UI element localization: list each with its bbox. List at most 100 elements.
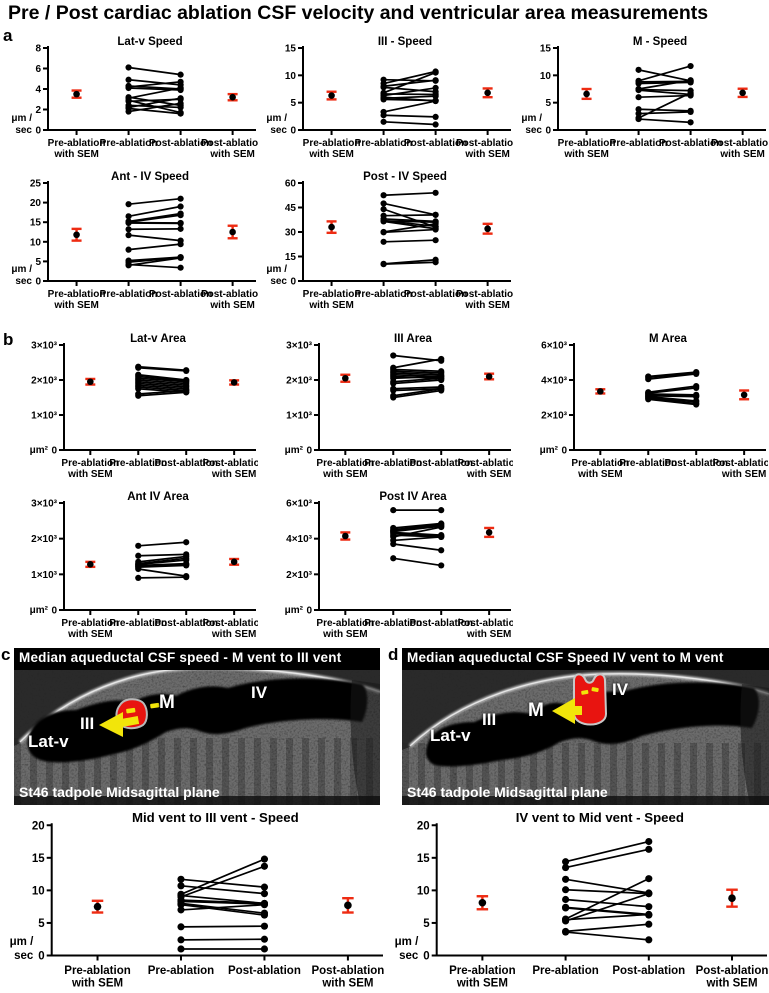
chart-svg-ant_iv_area: 0 1×10³ 2×10³ 3×10³ Ant IV Area μm² Pre-ablati… bbox=[30, 491, 266, 640]
svg-text:Post-ablation: Post-ablation bbox=[202, 458, 258, 469]
svg-text:M - Speed: M - Speed bbox=[633, 36, 687, 48]
image-d-header-bar bbox=[402, 648, 769, 670]
svg-text:with SEM: with SEM bbox=[721, 469, 766, 480]
svg-text:μm /: μm / bbox=[521, 113, 542, 124]
chart-svg-iv_to_mid_speed: 0 5 10 15 20 IV vent to Mid vent - Speed μm / s… bbox=[395, 810, 769, 990]
microscopy-panel-c: Median aqueductal CSF speed - M vent to … bbox=[14, 648, 380, 805]
svg-text:0: 0 bbox=[423, 951, 429, 963]
svg-text:Post-ablation: Post-ablation bbox=[456, 138, 513, 149]
svg-text:Pre-ablation: Pre-ablation bbox=[64, 965, 130, 977]
svg-text:Pre-ablation: Pre-ablation bbox=[303, 138, 361, 149]
svg-text:with SEM: with SEM bbox=[53, 149, 98, 160]
svg-text:Pre-ablation: Pre-ablation bbox=[364, 458, 422, 469]
svg-text:Mid vent to III vent - Speed: Mid vent to III vent - Speed bbox=[132, 810, 299, 825]
panel-label-d: d bbox=[388, 645, 399, 664]
ventricle-label-iv-d: IV bbox=[612, 680, 629, 699]
svg-text:with SEM: with SEM bbox=[464, 149, 509, 160]
panel-label-b: b bbox=[3, 330, 14, 349]
image-c-header: Median aqueductal CSF speed - M vent to … bbox=[19, 650, 342, 665]
svg-text:Pre-ablation: Pre-ablation bbox=[355, 138, 413, 149]
figure-title: Pre / Post cardiac ablation CSF velocity… bbox=[8, 2, 709, 24]
svg-text:Ant IV Area: Ant IV Area bbox=[127, 491, 189, 503]
svg-text:Post-ablation: Post-ablation bbox=[659, 138, 722, 149]
svg-text:μm /: μm / bbox=[266, 264, 287, 275]
svg-text:Pre-ablation: Pre-ablation bbox=[109, 618, 167, 629]
svg-text:with SEM: with SEM bbox=[67, 469, 112, 480]
svg-text:3×10³: 3×10³ bbox=[31, 341, 58, 352]
svg-text:Pre-ablation: Pre-ablation bbox=[303, 289, 361, 300]
svg-text:Pre-ablation: Pre-ablation bbox=[610, 138, 668, 149]
svg-text:10: 10 bbox=[32, 885, 45, 897]
svg-text:20: 20 bbox=[417, 820, 430, 832]
svg-text:Post-ablation: Post-ablation bbox=[201, 138, 258, 149]
svg-text:Post-ablation: Post-ablation bbox=[404, 138, 467, 149]
svg-text:10: 10 bbox=[417, 885, 430, 897]
chart-svg-lat_v_area: 0 1×10³ 2×10³ 3×10³ Lat-v Area μm² Pre-ablatio… bbox=[30, 333, 266, 480]
svg-text:0: 0 bbox=[545, 126, 551, 137]
svg-text:Post-ablation: Post-ablation bbox=[665, 458, 728, 469]
svg-text:8: 8 bbox=[35, 44, 41, 55]
chart-mid-to-iii-speed: 0 5 10 15 20 Mid vent to III vent - Speed μm /… bbox=[8, 808, 385, 990]
svg-text:μm²: μm² bbox=[30, 445, 49, 456]
svg-text:2×10³: 2×10³ bbox=[286, 570, 313, 581]
ventricle-label-m-c: M bbox=[159, 692, 175, 713]
svg-text:Pre-ablation: Pre-ablation bbox=[571, 458, 629, 469]
ventricle-label-latv-d: Lat-v bbox=[430, 726, 471, 745]
ventricles-shape-c bbox=[28, 678, 368, 763]
svg-text:with SEM: with SEM bbox=[67, 629, 112, 640]
flow-arrow-tail-c bbox=[121, 716, 140, 727]
svg-text:with SEM: with SEM bbox=[719, 149, 764, 160]
svg-text:10: 10 bbox=[285, 71, 297, 82]
svg-text:3×10³: 3×10³ bbox=[31, 499, 58, 510]
svg-text:Pre-ablation: Pre-ablation bbox=[48, 289, 106, 300]
svg-text:6×10³: 6×10³ bbox=[286, 499, 313, 510]
microscopy-image-c bbox=[14, 648, 380, 805]
chart-m-speed: 0 5 10 15 M - Speed μm / sec Pre-ablation with S… bbox=[520, 33, 769, 160]
flow-arrow-c bbox=[99, 712, 123, 737]
panel-label-a: a bbox=[3, 26, 13, 45]
svg-text:with SEM: with SEM bbox=[322, 629, 367, 640]
svg-text:μm /: μm / bbox=[395, 936, 419, 948]
svg-text:μm /: μm / bbox=[10, 936, 34, 948]
chart-svg-mid_to_iii_speed: 0 5 10 15 20 Mid vent to III vent - Speed μm /… bbox=[10, 810, 385, 990]
svg-text:with SEM: with SEM bbox=[308, 149, 353, 160]
chart-lat-v-speed: 0 2 4 6 8 Lat-v Speed μm / sec Pre-ablation with … bbox=[10, 33, 264, 160]
chart-ant-iv-speed: 0 5 10 15 20 25 Ant - IV Speed μm / sec Pre-ablat… bbox=[10, 168, 264, 311]
chart-svg-post_iv_area: 0 2×10³ 4×10³ 6×10³ Post IV Area μm² Pre-ablat… bbox=[285, 491, 521, 640]
chart-iii-area: 0 1×10³ 2×10³ 3×10³ III Area μm² Pre-ablation w… bbox=[265, 330, 521, 480]
svg-text:μm /: μm / bbox=[11, 113, 32, 124]
svg-text:with SEM: with SEM bbox=[53, 300, 98, 311]
svg-text:4×10³: 4×10³ bbox=[286, 534, 313, 545]
svg-text:Post IV Area: Post IV Area bbox=[379, 491, 447, 503]
microscopy-panel-d: Median aqueductal CSF Speed IV vent to M… bbox=[402, 648, 769, 805]
svg-text:sec: sec bbox=[15, 125, 32, 136]
svg-text:Post-ablation: Post-ablation bbox=[149, 138, 212, 149]
svg-text:μm /: μm / bbox=[266, 113, 287, 124]
svg-text:Pre-ablation: Pre-ablation bbox=[100, 138, 158, 149]
microscopy-image-d bbox=[402, 648, 769, 805]
chart-post-iv-area: 0 2×10³ 4×10³ 6×10³ Post IV Area μm² Pre-ablat… bbox=[265, 488, 521, 640]
svg-text:with SEM: with SEM bbox=[577, 469, 622, 480]
svg-text:20: 20 bbox=[32, 820, 45, 832]
svg-text:Pre-ablation: Pre-ablation bbox=[316, 618, 374, 629]
svg-text:5: 5 bbox=[423, 918, 430, 930]
svg-text:15: 15 bbox=[285, 252, 297, 263]
aqueduct-roi-d bbox=[573, 673, 608, 726]
svg-text:Pre-ablation: Pre-ablation bbox=[48, 138, 106, 149]
svg-text:with SEM: with SEM bbox=[466, 629, 511, 640]
image-c-header-bar bbox=[14, 648, 380, 670]
svg-text:2×10³: 2×10³ bbox=[31, 376, 58, 387]
flow-arrow-tail-d bbox=[573, 706, 582, 715]
chart-m-area: 0 2×10³ 4×10³ 6×10³ M Area μm² Pre-ablation wit… bbox=[520, 330, 769, 480]
svg-text:with SEM: with SEM bbox=[211, 629, 256, 640]
svg-text:Pre-ablation: Pre-ablation bbox=[109, 458, 167, 469]
svg-text:Post-ablation: Post-ablation bbox=[712, 458, 768, 469]
svg-text:M Area: M Area bbox=[649, 333, 688, 345]
svg-text:4: 4 bbox=[35, 85, 41, 96]
svg-text:Post-ablation: Post-ablation bbox=[201, 289, 258, 300]
svg-text:Pre-ablation: Pre-ablation bbox=[619, 458, 677, 469]
svg-text:IV vent to Mid vent - Speed: IV vent to Mid vent - Speed bbox=[516, 810, 684, 825]
svg-text:0: 0 bbox=[51, 606, 57, 617]
